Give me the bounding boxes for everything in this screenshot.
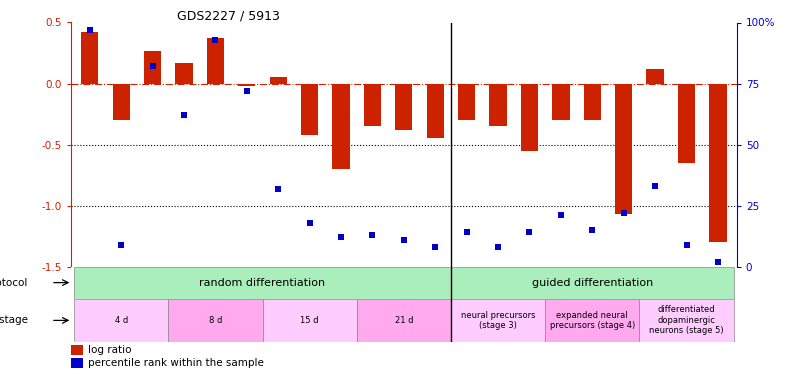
Bar [144,51,162,84]
Point [240,88,253,94]
Bar [489,84,507,126]
Point [555,212,567,218]
Text: 4 d: 4 d [114,316,128,325]
Point [84,27,96,33]
Bar [458,84,475,120]
Bar [238,84,255,86]
Bar [113,84,130,120]
Bar [176,63,192,84]
Bar [396,84,412,130]
Text: 21 d: 21 d [395,316,413,325]
Bar [357,298,451,342]
Point [335,234,348,240]
Point [523,230,536,236]
Text: differentiated
dopaminergic
neurons (stage 5): differentiated dopaminergic neurons (sta… [649,306,724,335]
Bar [426,84,444,138]
Point [209,37,221,43]
Bar [269,77,287,84]
Bar [71,345,83,355]
Bar [584,84,601,120]
Point [115,242,128,248]
Point [303,220,316,226]
Point [177,112,190,118]
Bar [74,267,451,298]
Bar [521,84,538,151]
Bar [615,84,632,214]
Bar [451,298,545,342]
Bar [451,267,734,298]
Point [429,244,441,250]
Text: guided differentiation: guided differentiation [532,278,653,288]
Bar [262,298,357,342]
Bar [552,84,570,120]
Point [147,63,159,69]
Bar [364,84,381,126]
Bar [639,298,734,342]
Text: expanded neural
precursors (stage 4): expanded neural precursors (stage 4) [550,311,635,330]
Bar [206,38,224,84]
Bar [74,298,169,342]
Text: log ratio: log ratio [87,345,131,355]
Text: growth protocol: growth protocol [0,278,28,288]
Point [366,232,379,238]
Bar [169,298,262,342]
Point [649,183,661,189]
Bar [333,84,350,169]
Bar [678,84,695,163]
Text: development stage: development stage [0,315,28,326]
Point [680,242,693,248]
Text: neural precursors
(stage 3): neural precursors (stage 3) [461,311,535,330]
Bar [545,298,639,342]
Point [397,237,410,243]
Point [460,230,473,236]
Bar [81,32,98,84]
Point [586,227,599,233]
Text: 8 d: 8 d [209,316,222,325]
Point [492,244,504,250]
Point [712,259,724,265]
Text: percentile rank within the sample: percentile rank within the sample [87,358,263,368]
Text: random differentiation: random differentiation [199,278,325,288]
Point [618,210,630,216]
Point [272,186,284,192]
Bar [71,358,83,368]
Bar [709,84,727,242]
Bar [646,69,663,84]
Text: 15 d: 15 d [300,316,319,325]
Bar [301,84,318,135]
Text: GDS2227 / 5913: GDS2227 / 5913 [177,9,281,22]
